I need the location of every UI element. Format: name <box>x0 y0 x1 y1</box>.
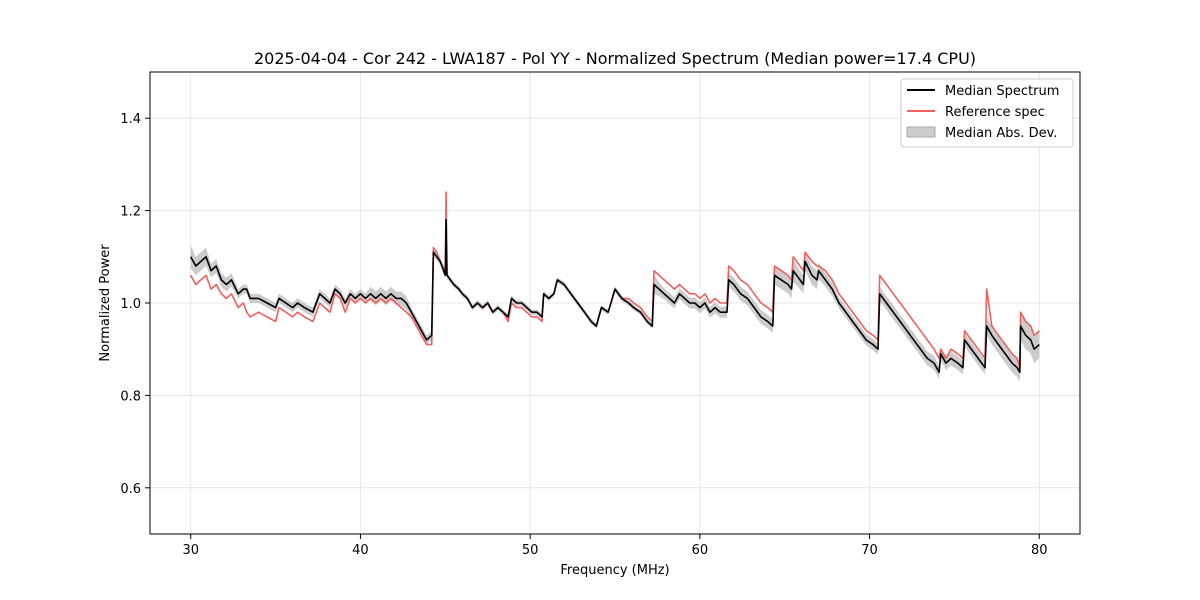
y-tick-label: 1.4 <box>120 112 141 127</box>
legend: Median Spectrum Reference spec Median Ab… <box>900 78 1074 148</box>
median-spectrum-line <box>190 219 1040 374</box>
y-tick-label: 0.6 <box>120 482 141 497</box>
x-axis-ticks: 30 40 50 60 70 80 <box>182 534 1048 558</box>
legend-mad-label: Median Abs. Dev. <box>945 126 1057 141</box>
mad-band <box>190 216 1040 382</box>
x-tick-label: 40 <box>352 543 369 558</box>
legend-mad-swatch <box>906 126 936 138</box>
y-axis-label: Normalized Power <box>98 244 113 362</box>
y-tick-label: 0.8 <box>120 389 141 404</box>
x-tick-label: 60 <box>692 543 709 558</box>
series-lines <box>190 191 1040 374</box>
chart-title: 2025-04-04 - Cor 242 - LWA187 - Pol YY -… <box>254 49 976 68</box>
legend-median-label: Median Spectrum <box>945 84 1059 99</box>
mad-band-area <box>190 216 1040 382</box>
x-tick-label: 50 <box>522 543 539 558</box>
legend-box <box>900 78 1074 148</box>
y-tick-label: 1.0 <box>120 297 141 312</box>
y-tick-label: 1.2 <box>120 205 141 220</box>
x-tick-label: 30 <box>182 543 199 558</box>
x-axis-label: Frequency (MHz) <box>560 563 669 578</box>
x-tick-label: 80 <box>1031 543 1048 558</box>
legend-reference-label: Reference spec <box>945 105 1045 120</box>
x-tick-label: 70 <box>861 543 878 558</box>
y-axis-ticks: 0.6 0.8 1.0 1.2 1.4 <box>120 112 150 497</box>
